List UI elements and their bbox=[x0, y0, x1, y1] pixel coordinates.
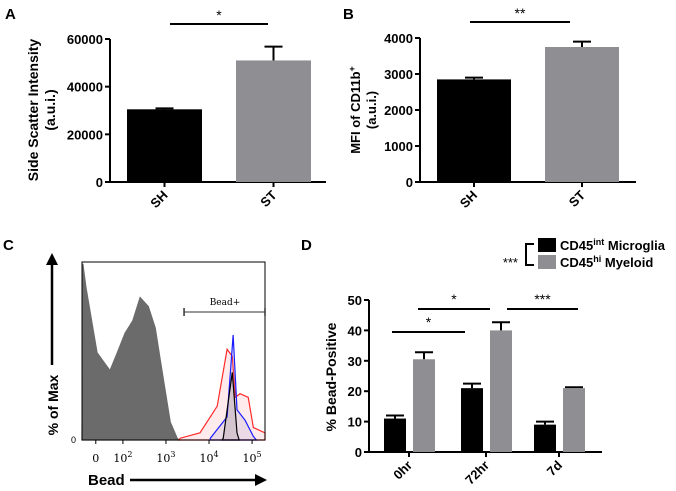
y-tick-label: 40000 bbox=[67, 80, 103, 95]
bar-72hr-microglia bbox=[461, 388, 483, 452]
legend-label: CD45int Microglia bbox=[560, 237, 666, 253]
x-tick-label: 72hr bbox=[462, 458, 492, 488]
y-tick-label: 20000 bbox=[67, 127, 103, 142]
bar-st bbox=[545, 47, 619, 182]
panel-label-d: D bbox=[301, 237, 312, 254]
y-zero-label: 0 bbox=[71, 435, 76, 445]
x-tick-label: 0 bbox=[92, 452, 99, 465]
y-tick-label: 0 bbox=[355, 445, 362, 460]
y-tick-label: 20 bbox=[348, 384, 362, 399]
significance-label: ** bbox=[515, 5, 526, 21]
x-tick-base: 10 bbox=[156, 452, 170, 465]
x-tick-label: 0hr bbox=[390, 458, 415, 483]
y-tick-label: 40 bbox=[348, 323, 362, 338]
x-tick-base: 10 bbox=[113, 452, 127, 465]
legend-suffix: Myeloid bbox=[601, 255, 653, 270]
y-tick-label: 10 bbox=[348, 415, 362, 430]
y-tick-label: 3000 bbox=[384, 67, 413, 82]
y-tick-label: 4000 bbox=[384, 31, 413, 46]
x-tick-base: 0 bbox=[92, 452, 99, 465]
significance-label: * bbox=[216, 7, 222, 23]
y-axis-label-line1: Side Scatter Intensity bbox=[25, 39, 41, 182]
y-axis-label: Side Scatter Intensity(a.u.i.) bbox=[25, 39, 58, 182]
x-tick-label: ST bbox=[257, 187, 279, 209]
y-axis-label: % of Max bbox=[45, 374, 61, 435]
legend-bracket bbox=[525, 243, 534, 266]
panel-label-c: C bbox=[3, 237, 14, 254]
x-tick-label: 102 bbox=[113, 450, 132, 465]
y-axis-label: % Bead-Positive bbox=[323, 322, 339, 431]
y-tick-label: 1000 bbox=[384, 139, 413, 154]
legend-name: CD45 bbox=[560, 255, 593, 270]
x-tick-exp: 3 bbox=[170, 450, 175, 459]
bar-7d-microglia bbox=[534, 424, 556, 452]
bar-0hr-myeloid bbox=[413, 359, 435, 452]
bar-7d-myeloid bbox=[563, 388, 585, 452]
panel-a-chart: 0 20000 40000 60000 SH ST * Side Scatter Intens… bbox=[25, 7, 326, 211]
x-tick-exp: 2 bbox=[127, 450, 132, 459]
panel-label-a: A bbox=[5, 6, 16, 23]
legend-significance: *** bbox=[503, 255, 518, 270]
x-arrow-head bbox=[255, 474, 267, 486]
bar-sh bbox=[127, 109, 202, 182]
y-arrow-head bbox=[46, 253, 58, 265]
legend-swatch bbox=[538, 255, 556, 269]
significance-label: *** bbox=[534, 291, 551, 307]
panel-label-b: B bbox=[343, 6, 354, 23]
x-tick-label: 104 bbox=[199, 450, 218, 465]
y-axis-label: MFI of CD11b+ (a.u.i.) bbox=[347, 66, 379, 154]
significance-label: * bbox=[451, 291, 457, 307]
gate-label: Bead+ bbox=[210, 298, 241, 308]
bar-72hr-myeloid bbox=[490, 330, 512, 452]
legend-suffix: Microglia bbox=[604, 238, 665, 253]
panel-b-chart: 0 1000 2000 3000 4000 SH ST ** MFI of CD11b+ (a.u… bbox=[347, 5, 636, 211]
x-tick-label: 7d bbox=[544, 457, 565, 478]
y-tick-label: 2000 bbox=[384, 103, 413, 118]
plot-frame bbox=[81, 261, 266, 441]
bar-sh bbox=[437, 79, 511, 182]
x-tick-label: SH bbox=[147, 188, 170, 211]
legend-sup: int bbox=[593, 237, 604, 247]
y-axis-label-line2: (a.u.i.) bbox=[42, 89, 58, 130]
x-tick-label: 105 bbox=[243, 450, 262, 465]
bar-st bbox=[236, 60, 311, 183]
y-tick-label: 0 bbox=[96, 175, 103, 190]
x-tick-base: 10 bbox=[199, 452, 213, 465]
y-axis-label-line1: MFI of CD11b bbox=[348, 71, 363, 153]
x-tick-label: 103 bbox=[156, 450, 175, 465]
legend-swatch bbox=[538, 238, 556, 252]
x-tick-exp: 5 bbox=[257, 450, 262, 459]
significance-label: * bbox=[426, 314, 432, 330]
y-tick-label: 50 bbox=[348, 293, 362, 308]
y-tick-label: 0 bbox=[406, 175, 413, 190]
x-tick-base: 10 bbox=[243, 452, 257, 465]
x-axis-label: Bead bbox=[88, 472, 125, 489]
y-axis-label-sup: + bbox=[347, 66, 357, 71]
legend-label: CD45hi Myeloid bbox=[560, 254, 653, 270]
x-tick-exp: 4 bbox=[213, 450, 218, 459]
x-tick-label: ST bbox=[566, 187, 588, 209]
histogram-control bbox=[81, 263, 181, 441]
x-tick-label: SH bbox=[457, 188, 480, 211]
legend-sup: hi bbox=[593, 254, 601, 264]
y-tick-label: 30 bbox=[348, 354, 362, 369]
legend-name: CD45 bbox=[560, 238, 593, 253]
y-tick-label: 60000 bbox=[67, 32, 103, 47]
bar-0hr-microglia bbox=[384, 418, 406, 452]
y-axis-label-line2: (a.u.i.) bbox=[364, 91, 379, 129]
